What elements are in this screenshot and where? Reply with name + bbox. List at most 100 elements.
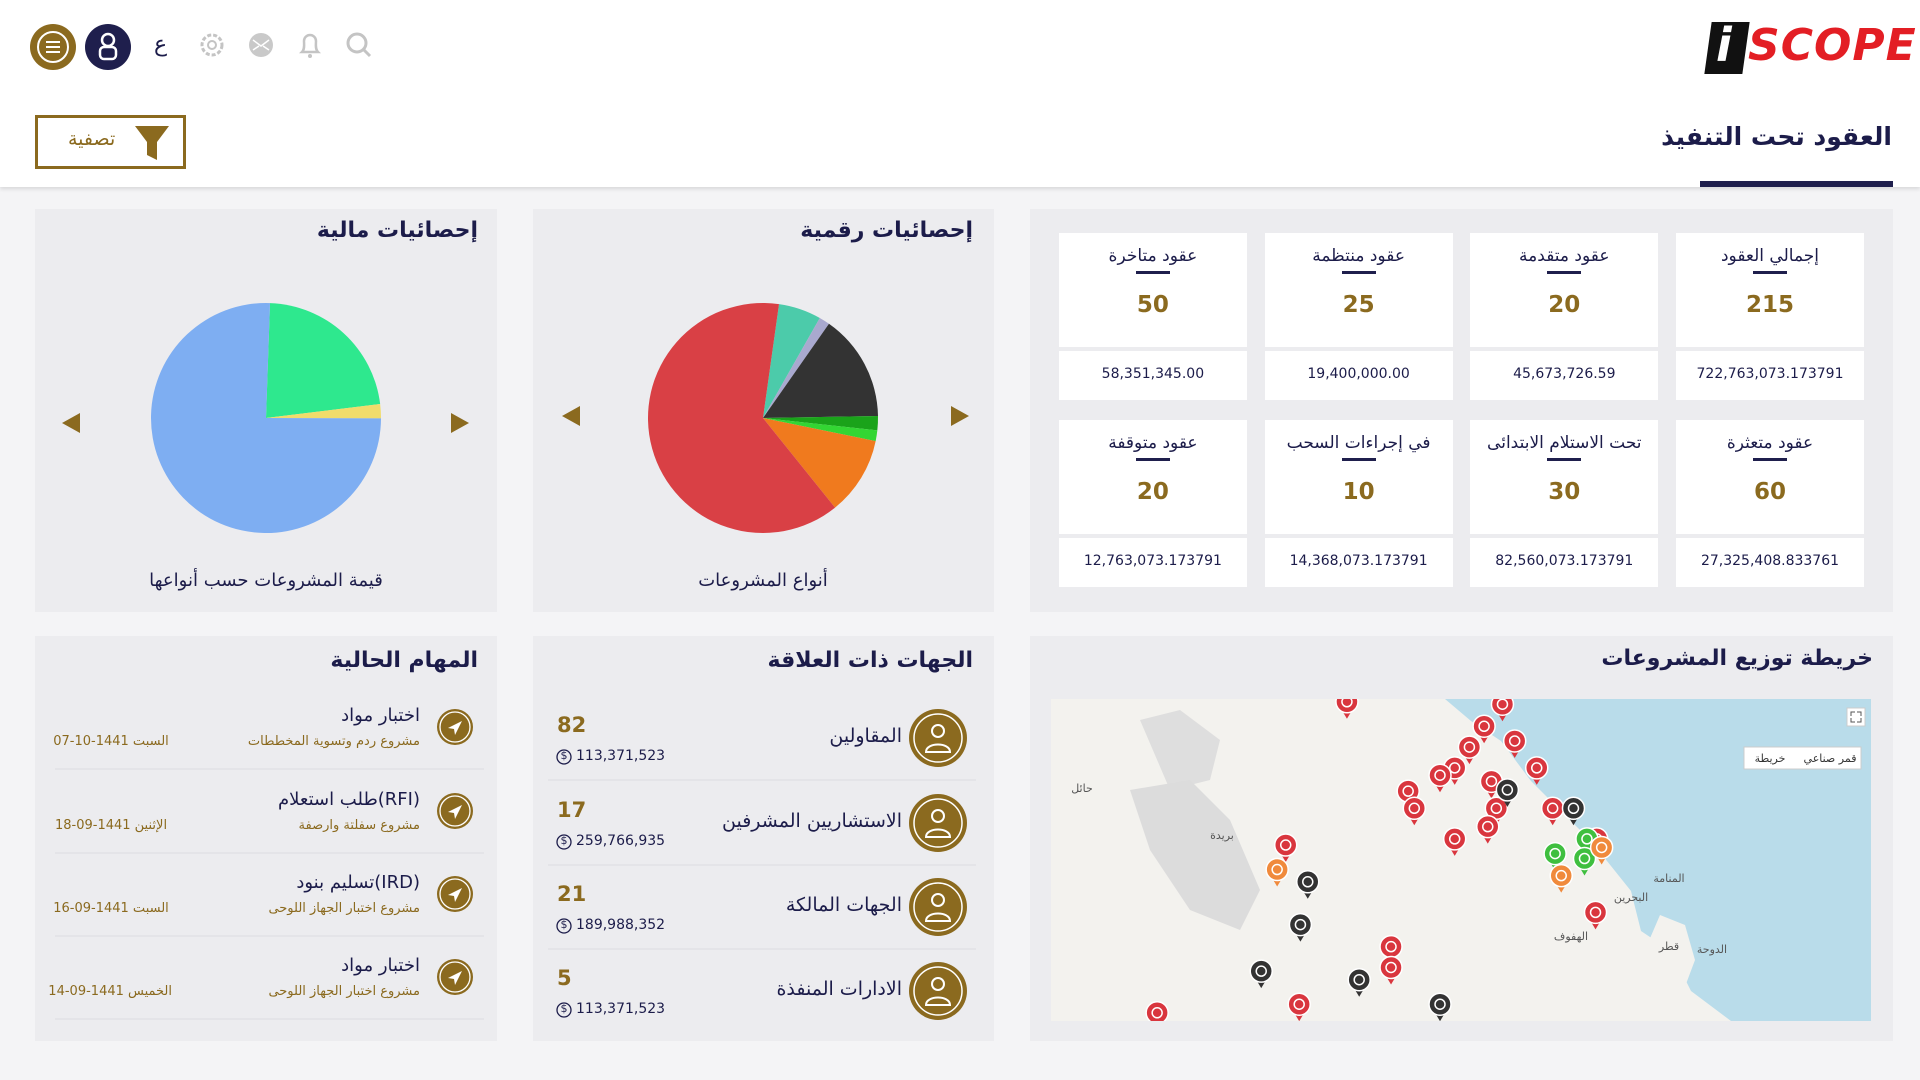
stat-count: 20 bbox=[1136, 479, 1169, 505]
previous-arrow[interactable] bbox=[562, 406, 580, 426]
stat-card bbox=[1058, 420, 1247, 534]
map-marker-dot bbox=[1546, 802, 1559, 815]
party-count: 82 bbox=[557, 713, 587, 737]
fullscreen-button[interactable] bbox=[1846, 707, 1866, 727]
task-icon-arrow bbox=[448, 971, 462, 985]
map-region bbox=[1140, 710, 1220, 790]
stat-amount: 14,368,073.173791 bbox=[1289, 553, 1428, 569]
pie-slice bbox=[763, 418, 878, 442]
party-icon-body bbox=[924, 912, 952, 922]
stat-title-underline bbox=[1547, 271, 1582, 274]
logo-text: SCOPE bbox=[1748, 20, 1917, 71]
panel-title: خريطة توزيع المشروعات bbox=[1601, 646, 1873, 671]
currency-symbol: $ bbox=[560, 834, 568, 847]
stat-title: إجمالي العقود bbox=[1720, 246, 1820, 266]
stat-title-underline bbox=[1753, 271, 1787, 274]
stat-card-footer bbox=[1058, 538, 1247, 587]
party-amount: 259,766,935 bbox=[576, 833, 666, 849]
map-marker-dot bbox=[1555, 869, 1567, 882]
party-icon-ring bbox=[913, 713, 963, 763]
map-marker-dot bbox=[1478, 720, 1490, 733]
stat-card bbox=[1470, 420, 1659, 534]
stat-card-footer bbox=[1470, 351, 1659, 400]
party-icon-ring bbox=[913, 798, 963, 848]
party-label: المقاولين bbox=[829, 725, 902, 747]
task-icon-arrow bbox=[448, 721, 462, 735]
map-peninsula bbox=[1645, 915, 1695, 1000]
party-amount: 189,988,352 bbox=[576, 917, 666, 933]
map-marker-dot bbox=[1302, 876, 1314, 888]
map-marker-dot bbox=[1485, 775, 1498, 788]
panel-title: الجهات ذات العلاقة bbox=[767, 648, 973, 673]
stat-amount: 27,325,408.833761 bbox=[1700, 553, 1840, 569]
stat-card bbox=[1470, 233, 1659, 347]
map-marker-dot bbox=[1567, 802, 1580, 815]
task-title: اختبار مواد bbox=[341, 705, 420, 726]
currency-icon bbox=[556, 749, 572, 765]
map-type-control[interactable] bbox=[1743, 746, 1862, 770]
next-arrow[interactable] bbox=[451, 413, 469, 433]
task-project: مشروع سفلتة وارصفة bbox=[298, 818, 420, 833]
search-button[interactable] bbox=[346, 32, 372, 58]
party-icon-head bbox=[931, 977, 945, 991]
menu-button[interactable] bbox=[30, 24, 76, 70]
task-date: الإثنين 1441-09-18 bbox=[54, 818, 168, 833]
filter-button[interactable] bbox=[35, 115, 186, 169]
map-type-option[interactable]: قمر صناعي bbox=[1804, 752, 1857, 765]
next-arrow[interactable] bbox=[951, 406, 969, 426]
map-type-option[interactable]: خريطة bbox=[1755, 752, 1786, 765]
filter-button-label[interactable]: تصفية bbox=[68, 128, 116, 150]
map-marker bbox=[1402, 796, 1427, 821]
map-marker bbox=[1145, 1001, 1169, 1021]
map-marker bbox=[1265, 857, 1289, 882]
map-marker bbox=[1495, 778, 1520, 802]
pie-slice bbox=[266, 303, 381, 418]
stat-count: 50 bbox=[1136, 292, 1169, 318]
stat-title: عقود منتظمة bbox=[1312, 246, 1405, 266]
map-marker-dot bbox=[1385, 961, 1397, 974]
pie-slice bbox=[763, 304, 820, 418]
notifications-button[interactable] bbox=[298, 33, 322, 58]
map-marker bbox=[1540, 796, 1565, 821]
pie-slice bbox=[266, 403, 381, 419]
stat-title-underline bbox=[1753, 458, 1787, 461]
task-icon-ring bbox=[439, 711, 471, 743]
map-marker bbox=[1296, 870, 1320, 894]
filter-icon[interactable] bbox=[135, 126, 169, 160]
panel-title: إحصائيات مالية bbox=[316, 218, 478, 243]
stat-card-footer bbox=[1058, 351, 1247, 400]
currency-symbol: $ bbox=[560, 749, 568, 762]
party-icon-ring bbox=[913, 966, 963, 1016]
map-marker bbox=[1379, 934, 1403, 959]
map-marker bbox=[1472, 714, 1496, 739]
stat-amount: 19,400,000.00 bbox=[1307, 366, 1410, 382]
map-marker-dot bbox=[1581, 833, 1593, 845]
party-amount: 113,371,523 bbox=[576, 1001, 666, 1017]
map-place-label: البحرين bbox=[1614, 891, 1648, 904]
map-marker-dot bbox=[1490, 802, 1503, 815]
map-marker-dot bbox=[1151, 1007, 1163, 1019]
task-icon-arrow bbox=[448, 888, 462, 902]
stat-count: 60 bbox=[1753, 479, 1786, 505]
stat-amount: 45,673,726.59 bbox=[1513, 366, 1616, 382]
settings-button[interactable] bbox=[200, 33, 224, 57]
map-place-label: المنامة bbox=[1653, 872, 1684, 885]
map-marker bbox=[1583, 900, 1608, 925]
mail-button[interactable] bbox=[249, 33, 273, 57]
map-marker-dot bbox=[1341, 699, 1353, 708]
stat-card bbox=[1676, 233, 1864, 347]
user-button[interactable] bbox=[85, 24, 131, 70]
party-label: الاستشاريين المشرفين bbox=[722, 810, 902, 832]
map-marker bbox=[1249, 959, 1273, 983]
map-marker-dot bbox=[1402, 785, 1414, 797]
map-place-label: الهفوف bbox=[1554, 930, 1588, 943]
language-toggle[interactable]: ع bbox=[154, 32, 168, 57]
party-icon-body bbox=[924, 828, 952, 838]
previous-arrow[interactable] bbox=[62, 413, 80, 433]
task-date: الخميس 1441-09-14 bbox=[48, 984, 172, 999]
task-title: (RFI)طلب استعلام bbox=[278, 789, 420, 810]
map-marker-dot bbox=[1463, 741, 1476, 753]
map-marker-dot bbox=[1293, 998, 1305, 1010]
map-marker bbox=[1543, 841, 1567, 866]
